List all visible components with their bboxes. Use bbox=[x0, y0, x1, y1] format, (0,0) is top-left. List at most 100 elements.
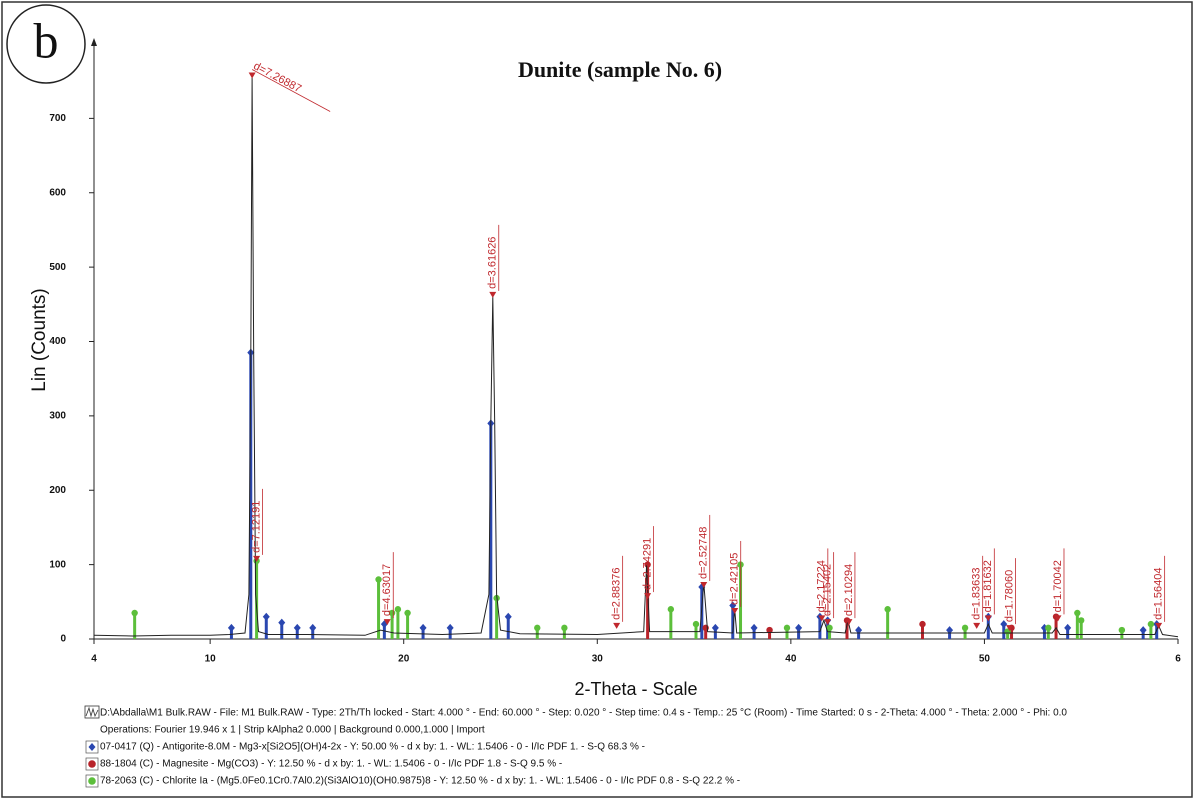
d-marker bbox=[824, 619, 832, 626]
phase-stick bbox=[766, 626, 773, 639]
d-marker bbox=[644, 593, 652, 600]
phase-stick bbox=[750, 623, 758, 639]
phase-stick bbox=[309, 623, 317, 639]
phase-stick bbox=[692, 620, 700, 639]
stick-marker bbox=[1074, 609, 1081, 617]
d-marker bbox=[973, 622, 981, 629]
x-axis-label: 2-Theta - Scale bbox=[574, 679, 697, 699]
legend-marker bbox=[88, 777, 96, 785]
stick-marker bbox=[1118, 626, 1126, 634]
file-info: D:\Abdalla\M1 Bulk.RAW - File: M1 Bulk.R… bbox=[100, 708, 1067, 719]
phase-stick bbox=[446, 623, 454, 639]
stick-marker bbox=[504, 612, 512, 621]
d-label: d=2.15402 bbox=[822, 564, 834, 616]
d-marker bbox=[1006, 625, 1014, 632]
y-tick-label: 400 bbox=[49, 336, 66, 347]
d-marker bbox=[731, 607, 739, 614]
d-marker bbox=[1155, 622, 1163, 629]
d-label: d=1.78060 bbox=[1003, 570, 1015, 622]
phase-stick bbox=[1139, 626, 1147, 639]
panel-circle bbox=[6, 4, 86, 84]
phase-stick bbox=[961, 624, 969, 639]
stick-marker bbox=[795, 623, 803, 632]
legend-label: 78-2063 (C) - Chlorite Ia - (Mg5.0Fe0.1C… bbox=[100, 776, 740, 787]
d-label: d=2.17224 bbox=[816, 560, 828, 612]
d-label: d=1.70042 bbox=[1052, 560, 1064, 612]
d-label-line bbox=[251, 69, 331, 112]
d-marker bbox=[248, 72, 256, 79]
stick-marker bbox=[750, 623, 758, 632]
x-tick-label: 20 bbox=[398, 654, 410, 665]
phase-stick bbox=[561, 624, 568, 639]
phase-stick bbox=[1147, 620, 1155, 639]
stick-marker bbox=[783, 624, 791, 632]
legend-marker bbox=[88, 760, 96, 768]
stick-marker bbox=[855, 626, 863, 635]
legend-marker bbox=[88, 743, 96, 751]
d-label: d=2.42105 bbox=[729, 553, 741, 605]
d-marker bbox=[383, 619, 391, 626]
phase-stick bbox=[262, 612, 270, 639]
stick-marker bbox=[131, 609, 138, 617]
d-marker bbox=[613, 622, 621, 629]
stick-marker bbox=[388, 609, 396, 617]
stick-marker bbox=[446, 623, 454, 632]
d-marker bbox=[984, 615, 992, 622]
x-tick-label: 10 bbox=[205, 654, 217, 665]
d-label: d=2.10294 bbox=[843, 564, 855, 616]
stick-marker bbox=[309, 623, 317, 632]
stick-marker bbox=[404, 609, 411, 617]
phase-stick bbox=[253, 557, 260, 639]
phase-stick bbox=[884, 606, 891, 639]
stick-marker bbox=[961, 624, 969, 632]
x-tick-label: 50 bbox=[979, 654, 991, 665]
phase-stick bbox=[826, 624, 833, 639]
d-label: d=4.63017 bbox=[381, 564, 393, 616]
phase-stick bbox=[711, 623, 719, 639]
x-tick-label: 40 bbox=[785, 654, 797, 665]
d-label: d=7.26887 bbox=[251, 60, 303, 95]
stick-marker bbox=[826, 624, 833, 632]
y-tick-label: 200 bbox=[49, 485, 66, 496]
d-marker bbox=[1054, 615, 1062, 622]
stick-marker bbox=[419, 623, 427, 632]
stick-marker bbox=[375, 576, 382, 583]
phase-stick bbox=[1078, 617, 1085, 639]
phase-stick bbox=[404, 609, 411, 639]
stick-marker bbox=[1064, 623, 1072, 632]
stick-marker bbox=[1139, 626, 1147, 635]
legend-label: 07-0417 (Q) - Antigorite-8.0M - Mg3-x[Si… bbox=[100, 742, 645, 753]
y-tick-label: 300 bbox=[49, 411, 66, 422]
d-label: d=7.12191 bbox=[251, 501, 263, 553]
x-tick-label: 30 bbox=[592, 654, 604, 665]
d-label: d=2.52748 bbox=[698, 527, 710, 579]
d-label: d=2.88376 bbox=[611, 568, 623, 620]
stick-marker bbox=[766, 626, 773, 634]
chart-title: Dunite (sample No. 6) bbox=[518, 57, 722, 82]
y-axis-arrow bbox=[91, 38, 97, 46]
stick-marker bbox=[534, 624, 541, 632]
x-tick-label: 6 bbox=[1175, 654, 1181, 665]
phase-stick bbox=[795, 623, 803, 639]
y-tick-label: 100 bbox=[49, 559, 66, 570]
x-tick-label: 4 bbox=[91, 654, 97, 665]
phase-stick bbox=[131, 609, 138, 639]
phase-stick bbox=[419, 623, 427, 639]
d-marker bbox=[700, 581, 708, 588]
phase-stick bbox=[504, 612, 512, 639]
d-marker bbox=[253, 555, 261, 562]
stick-marker bbox=[1147, 620, 1155, 628]
phase-stick bbox=[783, 624, 791, 639]
stick-marker bbox=[919, 620, 926, 628]
y-tick-label: 500 bbox=[49, 262, 66, 273]
phase-stick bbox=[375, 576, 382, 639]
stick-marker bbox=[1045, 624, 1052, 632]
d-label: d=3.61626 bbox=[487, 237, 499, 289]
y-tick-label: 0 bbox=[60, 634, 66, 645]
phase-stick bbox=[388, 609, 396, 639]
pattern-line bbox=[93, 77, 1179, 638]
phase-stick bbox=[534, 624, 541, 639]
stick-marker bbox=[293, 623, 301, 632]
